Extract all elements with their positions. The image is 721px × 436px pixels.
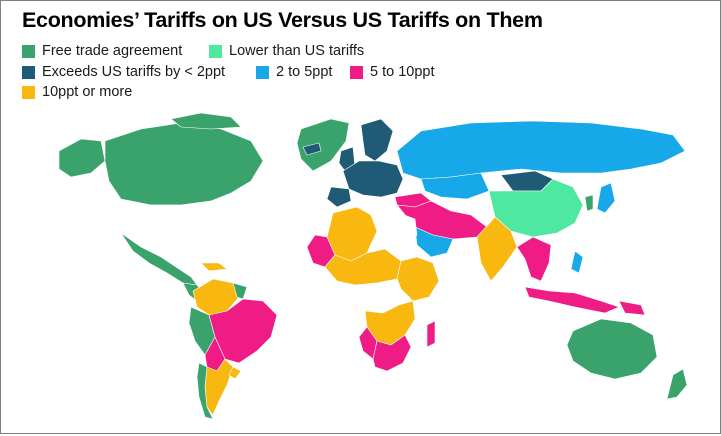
legend-swatch-free-trade <box>22 44 35 58</box>
legend-swatch-10-plus <box>22 85 35 99</box>
region-arabia <box>414 226 454 258</box>
region-namibia <box>358 326 378 360</box>
world-map <box>49 112 721 431</box>
legend-label: Lower than US tariffs <box>229 43 365 59</box>
region-philippines <box>570 250 584 274</box>
legend-swatch-2-5 <box>256 65 269 79</box>
legend-label: Free trade agreement <box>42 43 183 59</box>
region-libya-egypt <box>370 212 418 250</box>
region-japan <box>596 182 616 214</box>
legend-swatch-lower <box>209 44 222 58</box>
region-png <box>618 300 646 316</box>
region-scandinavia <box>360 118 394 162</box>
legend-item-free-trade: Free trade agreement <box>22 43 182 59</box>
region-australia <box>566 318 658 380</box>
region-se-asia <box>516 236 552 282</box>
region-east-africa <box>396 256 440 302</box>
legend-label: 2 to 5ppt <box>276 64 333 80</box>
region-iceland <box>302 142 322 156</box>
region-madagascar <box>426 320 436 348</box>
region-canada-islands <box>170 112 242 130</box>
legend-item-under-2: Exceeds US tariffs by < 2ppt <box>22 64 225 80</box>
legend-swatch-5-10 <box>350 65 363 79</box>
region-kazakhstan <box>420 172 490 200</box>
legend-item-2-5: 2 to 5ppt <box>256 64 332 80</box>
region-chile <box>196 362 214 420</box>
region-cuba <box>200 262 228 272</box>
region-indonesia <box>524 286 620 314</box>
region-korea <box>584 194 594 212</box>
region-south-africa <box>372 334 412 372</box>
legend-item-lower: Lower than US tariffs <box>209 43 364 59</box>
legend-item-10-plus: 10ppt or more <box>22 84 132 100</box>
region-europe-core <box>342 160 404 198</box>
world-map-svg <box>58 112 688 420</box>
region-uruguay <box>228 366 242 380</box>
region-new-zealand <box>666 368 688 400</box>
legend-item-5-10: 5 to 10ppt <box>350 64 435 80</box>
region-greenland <box>296 118 350 172</box>
region-colombia-venezuela <box>192 278 240 316</box>
legend-label: 5 to 10ppt <box>370 64 435 80</box>
region-alaska <box>58 138 106 178</box>
legend-swatch-under-2 <box>22 65 35 79</box>
legend-label: 10ppt or more <box>42 84 133 100</box>
legend-label: Exceeds US tariffs by < 2ppt <box>42 64 226 80</box>
map-title: Economies’ Tariffs on US Versus US Tarif… <box>22 8 543 32</box>
region-india <box>476 216 518 282</box>
region-canada <box>104 122 264 206</box>
region-russia <box>396 120 686 180</box>
region-iberia <box>326 186 352 208</box>
